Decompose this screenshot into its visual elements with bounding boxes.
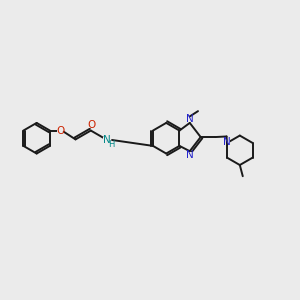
Text: H: H [108, 140, 115, 149]
Text: N: N [103, 135, 110, 145]
FancyBboxPatch shape [187, 116, 193, 122]
Text: N: N [223, 137, 230, 147]
Text: N: N [186, 114, 194, 124]
FancyBboxPatch shape [56, 127, 64, 134]
FancyBboxPatch shape [223, 139, 230, 145]
Text: N: N [187, 150, 194, 160]
FancyBboxPatch shape [187, 152, 194, 158]
Text: O: O [87, 120, 95, 130]
FancyBboxPatch shape [103, 137, 110, 143]
FancyBboxPatch shape [88, 122, 95, 128]
Text: O: O [56, 126, 64, 136]
